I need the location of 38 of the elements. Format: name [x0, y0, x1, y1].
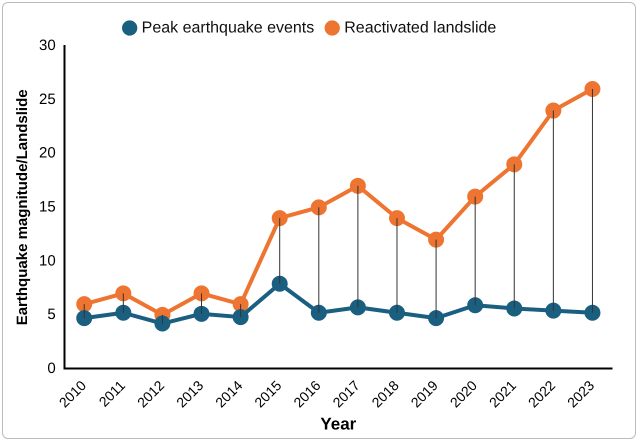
y-tick-label: 30 — [38, 37, 56, 54]
x-axis-title: Year — [320, 414, 357, 434]
point — [76, 296, 92, 312]
point — [388, 304, 405, 321]
point — [194, 306, 210, 322]
point — [350, 178, 366, 194]
point — [467, 188, 484, 205]
legend-label: Reactivated landslide — [344, 19, 496, 36]
point — [428, 232, 444, 248]
point — [467, 297, 484, 314]
y-tick-label: 20 — [38, 144, 56, 162]
point — [506, 300, 522, 316]
point — [194, 285, 210, 302]
y-tick-label: 10 — [38, 252, 56, 270]
point — [350, 299, 366, 316]
legend-label: Peak earthquake events — [142, 19, 314, 36]
point — [388, 210, 405, 226]
point — [272, 210, 288, 226]
point — [232, 296, 249, 312]
point — [545, 302, 562, 319]
point — [154, 316, 170, 332]
y-axis-title: Earthquake magnitude/Landslide — [14, 89, 32, 326]
point — [428, 310, 444, 326]
point — [310, 199, 327, 216]
y-tick-label: 0 — [47, 360, 56, 377]
point — [545, 102, 562, 119]
point — [76, 310, 92, 326]
point — [584, 304, 600, 321]
y-tick-label: 25 — [38, 90, 56, 108]
y-tick-label: 15 — [38, 198, 56, 216]
point — [584, 81, 600, 98]
point — [232, 309, 249, 326]
point — [310, 304, 327, 321]
point — [272, 276, 288, 292]
point — [115, 285, 132, 302]
y-tick-label: 5 — [47, 306, 56, 324]
point — [506, 156, 522, 172]
point — [115, 304, 132, 321]
